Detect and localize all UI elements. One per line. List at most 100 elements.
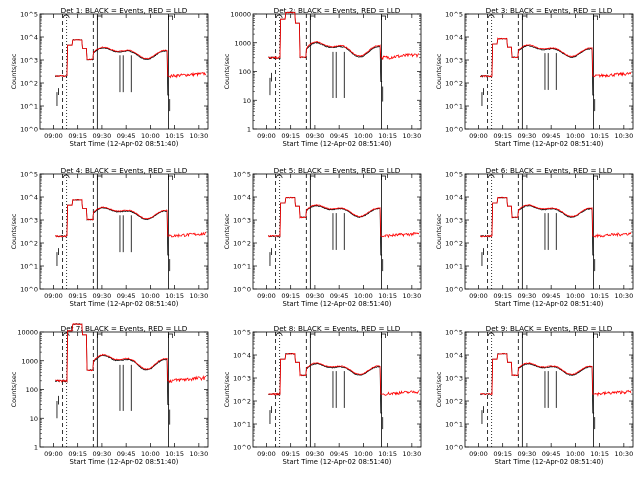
x-tick-label: 10:15: [165, 292, 184, 300]
y-tick-label: 10^4: [20, 194, 38, 202]
x-tick-label: 10:30: [614, 132, 633, 140]
x-tick-label: 09:30: [518, 132, 537, 140]
top-marker: [97, 15, 102, 20]
chart-title: Det 6: BLACK = Events, RED = LLD: [486, 166, 613, 175]
chart-title: Det 5: BLACK = Events, RED = LLD: [274, 166, 401, 175]
x-tick-label: 09:00: [44, 292, 63, 300]
y-tick-label: 10: [30, 415, 38, 423]
x-tick-label: 09:45: [117, 132, 136, 140]
chart-panel: Det 6: BLACK = Events, RED = LLD 10^0 10^1…: [435, 166, 634, 308]
x-tick-label: 09:00: [469, 132, 488, 140]
x-tick-label: 10:30: [189, 292, 208, 300]
plot-frame: [464, 173, 634, 290]
x-tick-label: 09:00: [44, 132, 63, 140]
chart-title: Det 2: BLACK = Events, RED = LLD: [274, 6, 401, 15]
top-marker: [62, 174, 70, 179]
y-tick-label: 10^2: [445, 240, 463, 248]
x-tick-label: 10:00: [354, 450, 373, 458]
y-tick-label: 10^4: [233, 352, 251, 360]
plot-frame: [39, 173, 209, 290]
y-tick-label: 10^1: [20, 103, 38, 111]
y-tick-label: 10^1: [445, 421, 463, 429]
y-tick-label: 10^0: [20, 286, 38, 294]
y-tick-label: 100: [26, 386, 38, 394]
y-axis-label: Counts/sec: [223, 213, 231, 249]
y-tick-label: 10^3: [445, 57, 463, 65]
chart-title: Det 7: BLACK = Events, RED = LLD: [61, 324, 188, 333]
x-tick-label: 10:15: [378, 292, 397, 300]
plot-frame: [252, 13, 422, 130]
y-axis-label: Counts/sec: [435, 371, 443, 407]
y-tick-label: 10^3: [445, 375, 463, 383]
y-tick-label: 10^5: [233, 329, 251, 337]
x-tick-label: 09:15: [493, 450, 512, 458]
x-tick-label: 10:30: [189, 450, 208, 458]
lld-series-line: [479, 196, 632, 239]
events-series-line: [55, 198, 170, 256]
x-tick-label: 10:30: [402, 132, 421, 140]
top-marker: [593, 333, 598, 338]
y-tick-label: 10^1: [233, 421, 251, 429]
x-tick-label: 10:15: [590, 450, 609, 458]
x-tick-label: 10:00: [141, 132, 160, 140]
y-tick-label: 10^0: [20, 126, 38, 134]
x-tick-label: 09:45: [542, 132, 561, 140]
top-marker: [97, 175, 102, 180]
y-tick-label: 10^3: [233, 217, 251, 225]
x-axis-label: Start Time (12-Apr-02 08:51:40): [70, 140, 179, 148]
x-tick-label: 09:00: [469, 450, 488, 458]
x-tick-label: 09:30: [93, 132, 112, 140]
x-tick-label: 10:00: [566, 132, 585, 140]
x-tick-label: 09:30: [306, 132, 325, 140]
top-marker: [593, 175, 598, 180]
y-tick-label: 10000: [230, 11, 251, 19]
x-tick-label: 10:30: [189, 132, 208, 140]
chart-panel: Det 4: BLACK = Events, RED = LLD 10^0 10^1…: [10, 166, 209, 308]
x-tick-label: 09:30: [93, 450, 112, 458]
x-tick-label: 10:00: [566, 292, 585, 300]
y-tick-label: 10^5: [445, 171, 463, 179]
events-series-line: [268, 11, 383, 82]
top-marker: [522, 333, 527, 338]
y-tick-label: 10^4: [233, 194, 251, 202]
top-marker: [275, 14, 283, 19]
x-tick-label: 09:45: [330, 292, 349, 300]
y-tick-label: 10^2: [445, 398, 463, 406]
lld-series-line: [267, 196, 420, 239]
x-axis-label: Start Time (12-Apr-02 08:51:40): [283, 458, 392, 466]
top-marker: [381, 333, 386, 338]
y-tick-label: 10^3: [445, 217, 463, 225]
y-tick-label: 10^0: [233, 444, 251, 452]
y-tick-label: 10^5: [233, 171, 251, 179]
x-tick-label: 09:15: [281, 132, 300, 140]
x-tick-label: 10:15: [165, 450, 184, 458]
y-tick-label: 10^5: [20, 171, 38, 179]
y-tick-label: 10^1: [445, 263, 463, 271]
events-series-line: [480, 196, 595, 256]
y-tick-label: 10^4: [445, 34, 463, 42]
x-tick-label: 10:15: [378, 450, 397, 458]
x-tick-label: 09:45: [330, 132, 349, 140]
x-tick-label: 10:15: [590, 292, 609, 300]
y-axis-label: Counts/sec: [435, 53, 443, 89]
x-tick-label: 10:15: [165, 132, 184, 140]
x-tick-label: 09:30: [518, 292, 537, 300]
top-marker: [522, 15, 527, 20]
chart-panel: Det 9: BLACK = Events, RED = LLD 10^0 10^1…: [435, 324, 634, 466]
top-marker: [62, 14, 70, 19]
chart-title: Det 4: BLACK = Events, RED = LLD: [61, 166, 188, 175]
x-axis-label: Start Time (12-Apr-02 08:51:40): [70, 300, 179, 308]
y-axis-label: Counts/sec: [10, 213, 18, 249]
lld-series-line: [268, 352, 420, 396]
plot-frame: [464, 331, 634, 448]
plot-frame: [39, 331, 209, 448]
y-tick-label: 10^2: [233, 240, 251, 248]
events-series-line: [54, 39, 170, 96]
x-tick-label: 09:45: [117, 292, 136, 300]
top-marker: [275, 332, 283, 337]
chart-panel: Det 7: BLACK = Events, RED = LLD 1 10 100 10…: [10, 322, 209, 466]
plot-frame: [39, 13, 209, 130]
x-tick-label: 09:30: [93, 292, 112, 300]
top-marker: [310, 333, 315, 338]
plot-frame: [464, 13, 634, 130]
